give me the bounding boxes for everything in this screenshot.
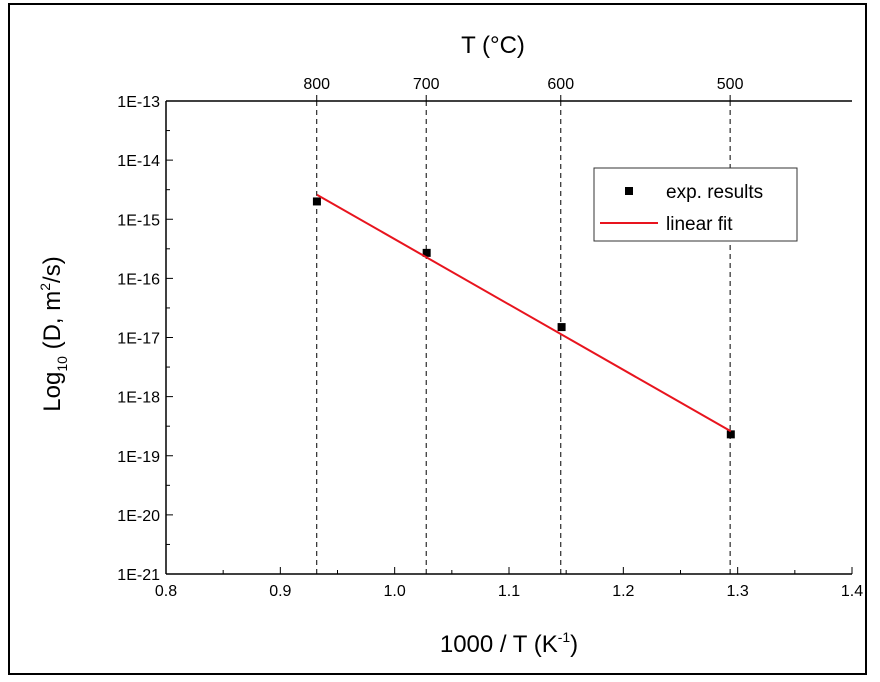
y-axis-title: Log10 (D, m2/s) (37, 256, 70, 411)
y-tick-label-1E-19: 1E-19 (117, 449, 160, 466)
y-tick-label-1E-20: 1E-20 (117, 508, 160, 525)
y-tick-label-1E-21: 1E-21 (117, 567, 160, 584)
x-axis-title: 1000 / T (K-1) (440, 629, 578, 658)
chart-frame (8, 3, 867, 675)
data-point-3 (557, 323, 566, 332)
y-tick-label-1E-13: 1E-13 (117, 94, 160, 111)
y-tick-label-1E-18: 1E-18 (117, 390, 160, 407)
x-tick-label-0.9: 0.9 (269, 583, 291, 600)
x-tick-label-1.0: 1.0 (384, 583, 406, 600)
legend-box (593, 167, 798, 242)
data-point-4 (726, 430, 735, 439)
top-tick-label-800: 800 (303, 76, 330, 93)
y-tick-label-1E-16: 1E-16 (117, 271, 160, 288)
legend-marker-square (625, 187, 633, 195)
top-tick-label-600: 600 (547, 76, 574, 93)
x-tick-label-1.2: 1.2 (612, 583, 634, 600)
top-tick-label-700: 700 (413, 76, 440, 93)
legend-label-exp-results: exp. results (666, 182, 763, 203)
x-tick-label-1.1: 1.1 (498, 583, 520, 600)
y-tick-label-1E-17: 1E-17 (117, 331, 160, 348)
y-tick-label-1E-15: 1E-15 (117, 212, 160, 229)
x-tick-label-1.3: 1.3 (727, 583, 749, 600)
data-point-2 (422, 248, 431, 257)
top-tick-label-500: 500 (717, 76, 744, 93)
data-point-1 (312, 197, 321, 206)
x-tick-label-0.8: 0.8 (155, 583, 177, 600)
x-tick-label-1.4: 1.4 (841, 583, 863, 600)
top-axis-title: T (°C) (461, 32, 525, 59)
legend: exp. results linear fit (593, 167, 798, 242)
legend-label-linear-fit: linear fit (666, 214, 733, 235)
linear-fit-line (316, 193, 732, 433)
y-tick-label-1E-14: 1E-14 (117, 153, 160, 170)
